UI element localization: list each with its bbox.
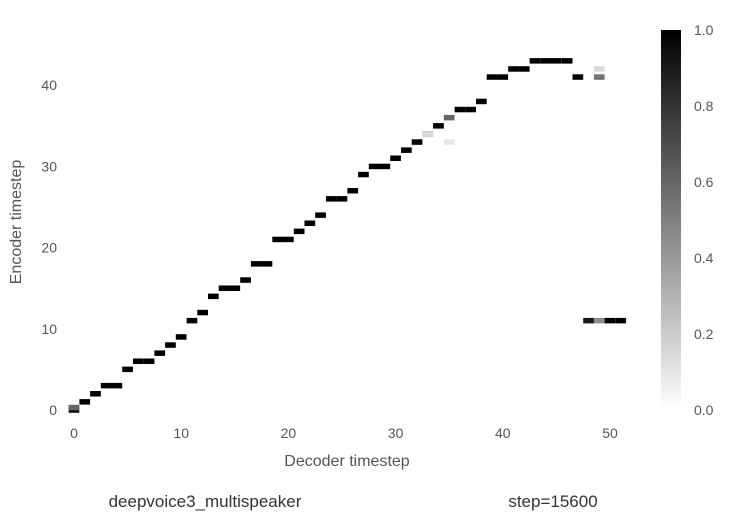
heatmap-cell: [593, 317, 605, 324]
heatmap-cell: [240, 277, 251, 283]
x-axis-ticks: 0 10 20 30 40 50: [70, 425, 618, 441]
heatmap-cell: [358, 171, 369, 178]
heatmap-cell: [390, 155, 401, 161]
heatmap-cell: [336, 196, 348, 202]
heatmap-cell: [497, 74, 509, 80]
heatmap-cell: [272, 236, 283, 243]
x-tick-label: 10: [173, 425, 189, 441]
heatmap-cell: [315, 212, 326, 218]
colorbar-tick-label: 0.8: [694, 98, 714, 114]
colorbar-tick-label: 1.0: [694, 22, 714, 38]
x-tick-label: 40: [495, 425, 511, 441]
heatmap-cell: [561, 58, 573, 64]
x-tick-label: 50: [602, 425, 618, 441]
y-tick-label: 10: [41, 321, 57, 337]
heatmap-cell: [593, 66, 605, 72]
heatmap-cell: [283, 236, 294, 243]
heatmap-cell: [218, 285, 230, 291]
heatmap-cell: [443, 139, 455, 145]
heatmap-cell: [261, 261, 273, 267]
heatmap-cell: [433, 123, 444, 129]
x-axis-label: Decoder timestep: [284, 453, 409, 470]
y-tick-label: 20: [41, 240, 57, 256]
heatmap-cell: [347, 188, 359, 194]
heatmap-cell: [486, 74, 498, 80]
heatmap-cell: [122, 366, 133, 373]
colorbar-ticks: 0.0 0.2 0.4 0.6 0.8 1.0: [694, 22, 714, 418]
heatmap-cell: [250, 261, 262, 267]
x-tick-label: 20: [281, 425, 297, 441]
colorbar-tick-label: 0.6: [694, 174, 714, 190]
heatmap-cell: [508, 66, 519, 72]
heatmap-cell: [165, 342, 176, 348]
heatmap-cell: [197, 309, 208, 316]
y-tick-label: 30: [41, 158, 57, 174]
heatmap-cell: [604, 317, 616, 324]
heatmap-cell: [186, 317, 198, 324]
heatmap-cell: [111, 382, 123, 389]
colorbar-tick-label: 0.0: [694, 402, 714, 418]
heatmap-cell: [443, 114, 455, 121]
heatmap-cell: [529, 58, 541, 64]
step-footer: step=15600: [508, 492, 597, 511]
heatmap-cell: [133, 358, 144, 364]
heatmap-cell: [465, 106, 476, 113]
heatmap-cell: [100, 382, 112, 389]
heatmap-cell: [583, 317, 594, 324]
heatmap-cell: [79, 399, 91, 405]
y-axis-label: Encoder timestep: [8, 160, 25, 285]
heatmap-cell: [593, 74, 605, 80]
heatmap-cell: [551, 58, 562, 64]
heatmap-cell: [615, 317, 627, 324]
colorbar-tick-label: 0.4: [694, 250, 714, 266]
heatmap-plot-area: [68, 58, 627, 413]
heatmap-cell: [401, 147, 412, 153]
x-tick-label: 30: [388, 425, 404, 441]
y-tick-label: 0: [49, 402, 57, 418]
y-axis-ticks: 0 10 20 30 40: [41, 77, 57, 418]
heatmap-cell: [422, 131, 434, 137]
heatmap-cell: [325, 196, 337, 202]
heatmap-cell: [368, 163, 380, 170]
heatmap-cell: [68, 404, 80, 411]
heatmap-cell: [175, 334, 187, 340]
heatmap-cell: [90, 391, 101, 397]
heatmap-cell: [411, 139, 423, 145]
heatmap-cell: [476, 98, 487, 105]
model-name-footer: deepvoice3_multispeaker: [109, 492, 302, 511]
colorbar: [661, 30, 681, 410]
heatmap-cell: [143, 358, 155, 364]
heatmap-cell: [518, 66, 530, 72]
heatmap-cell: [454, 106, 466, 113]
heatmap-cell: [304, 220, 316, 226]
y-tick-label: 40: [41, 77, 57, 93]
heatmap-cell: [229, 285, 241, 291]
heatmap-cell: [540, 58, 551, 64]
x-tick-label: 0: [70, 425, 78, 441]
heatmap-cell: [154, 350, 166, 356]
heatmap-cell: [379, 163, 391, 170]
colorbar-tick-label: 0.2: [694, 326, 714, 342]
heatmap-cell: [293, 228, 305, 235]
heatmap-cell: [208, 293, 219, 300]
heatmap-cell: [572, 74, 584, 80]
